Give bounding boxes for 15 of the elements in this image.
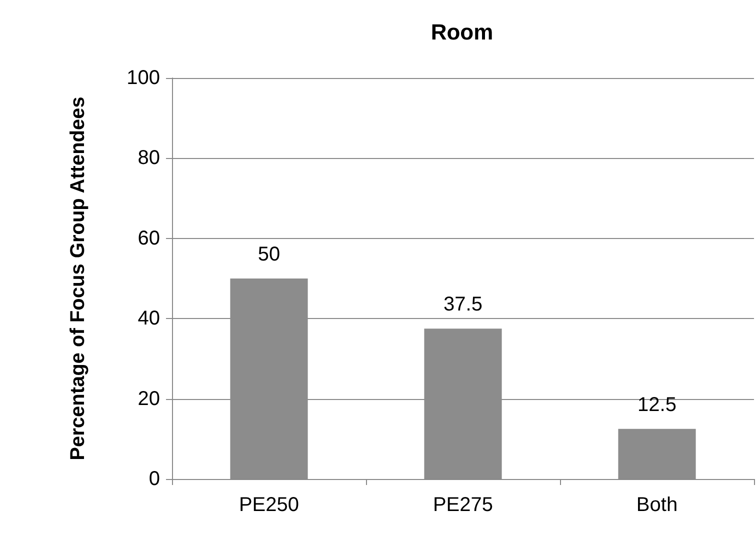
x-tick-label: Both bbox=[636, 494, 678, 516]
x-tick-label: PE275 bbox=[432, 494, 494, 516]
bar bbox=[618, 428, 696, 479]
y-tick-label: 40 bbox=[138, 308, 160, 330]
y-tick-label: 60 bbox=[138, 227, 160, 250]
y-tick-label: 0 bbox=[148, 468, 160, 490]
y-tick-label: 80 bbox=[138, 147, 160, 170]
chart-title: Room bbox=[430, 20, 494, 44]
data-label: 12.5 bbox=[638, 394, 676, 416]
y-tick-label: 20 bbox=[138, 388, 160, 410]
data-label: 50 bbox=[258, 244, 280, 266]
data-label: 37.5 bbox=[444, 294, 482, 316]
y-tick-label: 100 bbox=[126, 67, 160, 89]
y-axis-title: Percentage of Focus Group Attendees bbox=[67, 96, 89, 460]
x-tick-label: PE250 bbox=[238, 494, 300, 516]
